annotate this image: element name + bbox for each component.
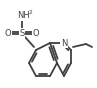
Text: O: O (5, 29, 11, 37)
Text: N: N (61, 39, 67, 48)
Text: NH: NH (18, 12, 30, 21)
Text: O: O (33, 29, 39, 37)
Text: S: S (19, 29, 25, 37)
Text: 2: 2 (28, 10, 32, 15)
